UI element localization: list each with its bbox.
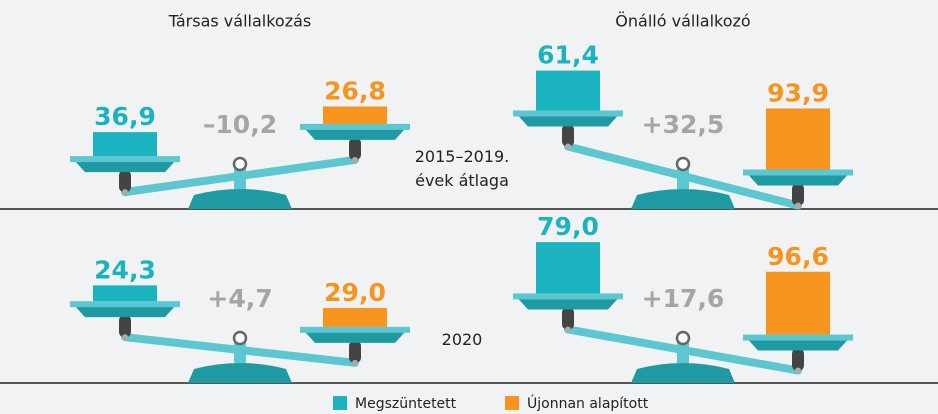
hanger [792,183,804,206]
hanger-knob [352,359,358,366]
pivot [675,330,691,346]
hanger-knob [795,202,801,209]
column-title: Önálló vállalkozó [615,12,750,31]
value-label: 36,9 [94,102,156,131]
value-box [93,132,157,157]
value-label: 24,3 [94,255,156,284]
legend-swatch [333,396,347,410]
scale-base [188,189,292,209]
pan-plate [743,169,853,176]
pan [305,331,405,343]
pivot [232,156,248,172]
value-box [536,70,600,111]
legend-swatch [505,396,519,410]
pan-plate [300,123,410,130]
value-label: 29,0 [324,278,386,307]
legend-label: Megszüntetett [355,396,457,412]
value-box [536,242,600,294]
hanger-knob [122,189,128,196]
pan [748,339,848,351]
beam [121,155,359,197]
pan-plate [70,301,180,308]
hanger [562,124,574,147]
hanger-knob [122,334,128,341]
hanger-knob [795,367,801,374]
row-label: 2015–2019. évek átlaga [414,147,510,190]
beam [564,142,802,210]
difference-label: –10,2 [203,110,277,139]
difference-label: +4,7 [207,284,272,313]
pan [75,306,175,318]
value-label: 79,0 [537,212,599,241]
scale-base [631,363,735,383]
beam [121,333,359,367]
pan-plate [513,110,623,117]
value-box [323,307,387,327]
pan-plate [300,326,410,333]
hanger [119,315,131,338]
scale-base [188,363,292,383]
pan [518,298,618,310]
value-box [766,271,830,335]
legend-label: Újonnan alapított [527,394,649,412]
pan [518,115,618,127]
value-label: 93,9 [767,78,829,107]
pan-plate [513,293,623,300]
value-label: 26,8 [324,76,386,105]
hanger [349,137,361,160]
value-label: 61,4 [537,41,599,70]
row-label: 2020 [441,330,483,349]
hanger-knob [352,156,358,163]
value-box [766,108,830,170]
pivot [675,156,691,172]
pan [75,161,175,173]
beam [564,325,802,375]
column-title: Társas vállalkozás [168,12,312,31]
pan-plate [743,334,853,341]
difference-label: +17,6 [642,284,725,313]
pan [305,128,405,140]
value-box [323,106,387,124]
pan [748,174,848,186]
hanger-knob [565,143,571,150]
hanger [119,170,131,193]
hanger [562,307,574,330]
value-label: 96,6 [767,242,829,271]
pan-plate [70,156,180,163]
pivot [232,330,248,346]
hanger-knob [565,326,571,333]
scale-base [631,189,735,209]
value-box [93,285,157,302]
difference-label: +32,5 [642,110,725,139]
hanger [792,348,804,371]
hanger [349,340,361,363]
